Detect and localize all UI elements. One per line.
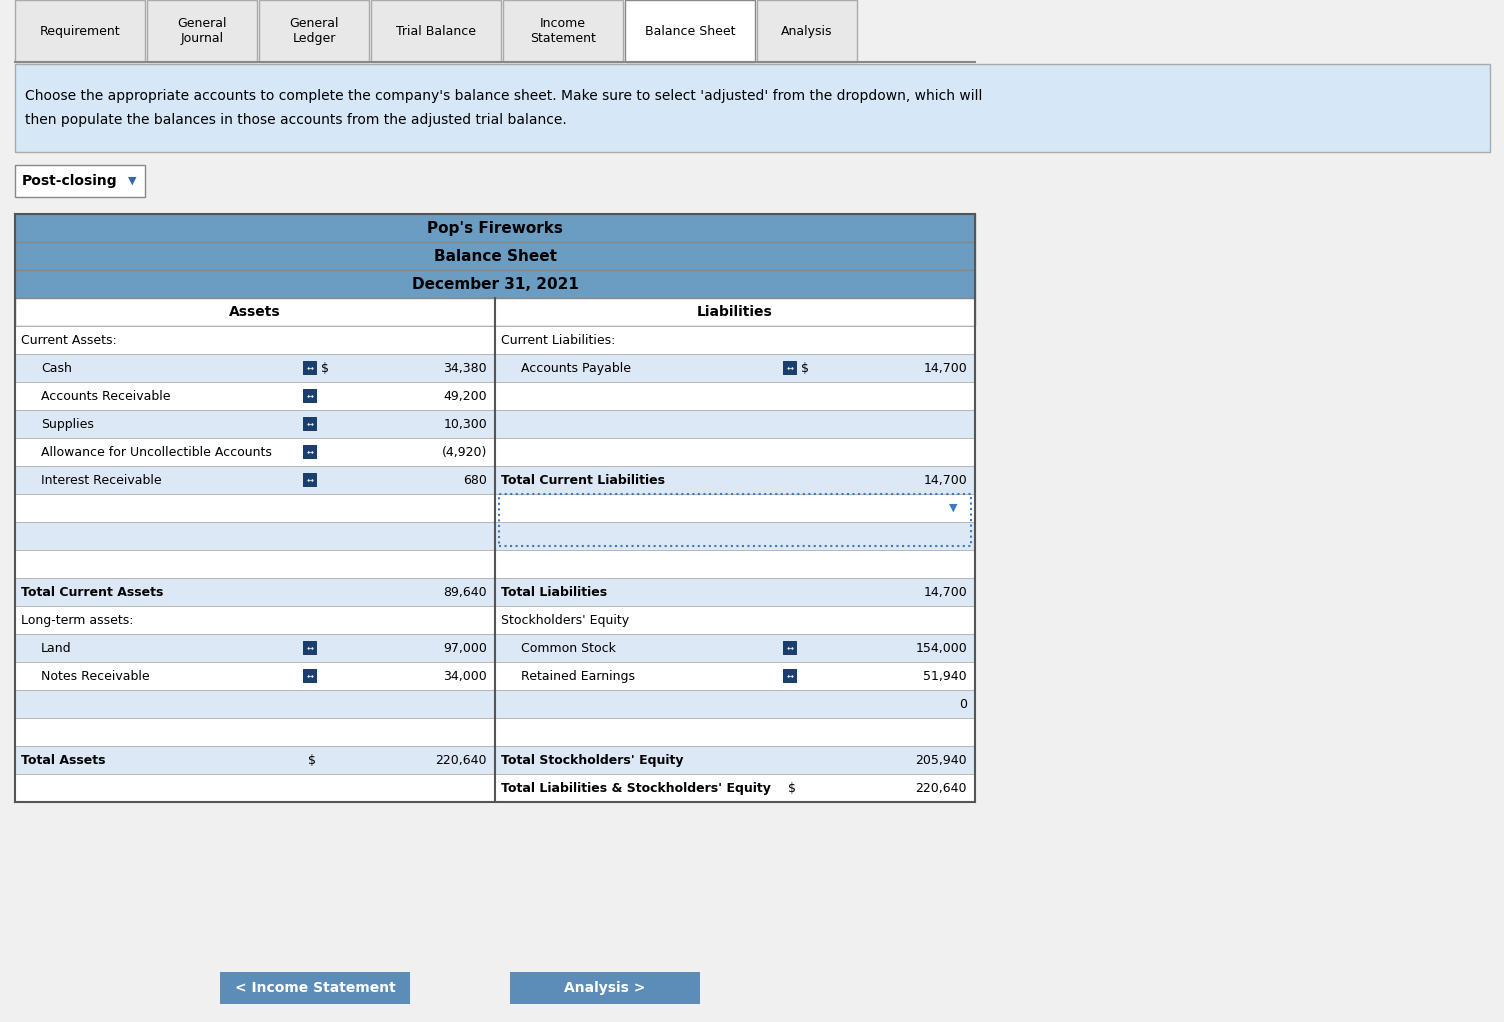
FancyBboxPatch shape <box>371 0 501 62</box>
FancyBboxPatch shape <box>495 578 975 606</box>
Text: 14,700: 14,700 <box>923 473 967 486</box>
Text: Stockholders' Equity: Stockholders' Equity <box>501 613 629 626</box>
FancyBboxPatch shape <box>15 466 495 494</box>
Text: Long-term assets:: Long-term assets: <box>21 613 134 626</box>
Text: Post-closing: Post-closing <box>23 174 117 188</box>
FancyBboxPatch shape <box>15 354 495 382</box>
FancyBboxPatch shape <box>302 361 317 375</box>
Text: Interest Receivable: Interest Receivable <box>41 473 161 486</box>
Text: 14,700: 14,700 <box>923 362 967 374</box>
Text: 680: 680 <box>463 473 487 486</box>
FancyBboxPatch shape <box>15 606 495 634</box>
Text: 220,640: 220,640 <box>436 753 487 766</box>
Text: Analysis >: Analysis > <box>564 981 645 995</box>
Text: ↔: ↔ <box>307 364 313 372</box>
FancyBboxPatch shape <box>757 0 857 62</box>
FancyBboxPatch shape <box>626 0 755 62</box>
Text: ↔: ↔ <box>307 391 313 401</box>
FancyBboxPatch shape <box>302 417 317 431</box>
Text: ↔: ↔ <box>307 419 313 428</box>
Text: Allowance for Uncollectible Accounts: Allowance for Uncollectible Accounts <box>41 446 272 459</box>
Text: 14,700: 14,700 <box>923 586 967 599</box>
Text: Analysis: Analysis <box>781 25 833 38</box>
FancyBboxPatch shape <box>15 0 144 62</box>
FancyBboxPatch shape <box>15 214 975 242</box>
FancyBboxPatch shape <box>302 669 317 683</box>
Text: Current Liabilities:: Current Liabilities: <box>501 333 615 346</box>
FancyBboxPatch shape <box>15 64 1490 152</box>
FancyBboxPatch shape <box>15 494 495 522</box>
Text: $: $ <box>320 362 329 374</box>
Text: Land: Land <box>41 642 72 654</box>
Text: Accounts Receivable: Accounts Receivable <box>41 389 170 403</box>
FancyBboxPatch shape <box>15 578 495 606</box>
Text: ↔: ↔ <box>307 448 313 457</box>
Text: 220,640: 220,640 <box>916 782 967 794</box>
Text: ↔: ↔ <box>307 475 313 484</box>
FancyBboxPatch shape <box>510 972 699 1004</box>
Text: ↔: ↔ <box>787 364 794 372</box>
Text: Retained Earnings: Retained Earnings <box>520 669 635 683</box>
FancyBboxPatch shape <box>15 550 495 578</box>
Text: Current Assets:: Current Assets: <box>21 333 117 346</box>
FancyBboxPatch shape <box>495 690 975 718</box>
Text: 97,000: 97,000 <box>444 642 487 654</box>
Text: Total Stockholders' Equity: Total Stockholders' Equity <box>501 753 683 766</box>
Text: Total Assets: Total Assets <box>21 753 105 766</box>
FancyBboxPatch shape <box>15 326 495 354</box>
Text: $: $ <box>788 782 796 794</box>
Text: 0: 0 <box>960 697 967 710</box>
FancyBboxPatch shape <box>495 382 975 410</box>
Text: Total Liabilities: Total Liabilities <box>501 586 608 599</box>
Text: 10,300: 10,300 <box>444 418 487 430</box>
FancyBboxPatch shape <box>15 690 495 718</box>
FancyBboxPatch shape <box>302 473 317 487</box>
Text: (4,920): (4,920) <box>442 446 487 459</box>
Text: ↔: ↔ <box>307 671 313 681</box>
Text: Liabilities: Liabilities <box>698 305 773 319</box>
Text: $: $ <box>308 753 316 766</box>
Text: 89,640: 89,640 <box>444 586 487 599</box>
Text: 51,940: 51,940 <box>923 669 967 683</box>
FancyBboxPatch shape <box>495 550 975 578</box>
FancyBboxPatch shape <box>495 354 975 382</box>
FancyBboxPatch shape <box>15 634 495 662</box>
Text: Total Current Assets: Total Current Assets <box>21 586 164 599</box>
Text: Balance Sheet: Balance Sheet <box>645 25 735 38</box>
Text: 49,200: 49,200 <box>444 389 487 403</box>
Text: ▼: ▼ <box>949 503 957 513</box>
Text: Pop's Fireworks: Pop's Fireworks <box>427 221 562 235</box>
FancyBboxPatch shape <box>495 494 975 522</box>
FancyBboxPatch shape <box>15 410 495 438</box>
FancyBboxPatch shape <box>495 326 975 354</box>
FancyBboxPatch shape <box>495 718 975 746</box>
FancyBboxPatch shape <box>302 641 317 655</box>
Text: 34,380: 34,380 <box>444 362 487 374</box>
Text: ↔: ↔ <box>307 644 313 652</box>
FancyBboxPatch shape <box>15 270 975 298</box>
FancyBboxPatch shape <box>495 522 975 550</box>
Text: 154,000: 154,000 <box>916 642 967 654</box>
Text: then populate the balances in those accounts from the adjusted trial balance.: then populate the balances in those acco… <box>26 113 567 127</box>
FancyBboxPatch shape <box>784 669 797 683</box>
Text: Common Stock: Common Stock <box>520 642 615 654</box>
FancyBboxPatch shape <box>15 382 495 410</box>
FancyBboxPatch shape <box>502 0 623 62</box>
Text: General
Journal: General Journal <box>177 17 227 45</box>
FancyBboxPatch shape <box>495 466 975 494</box>
Text: Balance Sheet: Balance Sheet <box>433 248 556 264</box>
FancyBboxPatch shape <box>302 445 317 459</box>
Text: < Income Statement: < Income Statement <box>235 981 396 995</box>
FancyBboxPatch shape <box>784 641 797 655</box>
FancyBboxPatch shape <box>15 718 495 746</box>
FancyBboxPatch shape <box>15 242 975 270</box>
Text: Total Current Liabilities: Total Current Liabilities <box>501 473 665 486</box>
FancyBboxPatch shape <box>15 746 495 774</box>
FancyBboxPatch shape <box>220 972 411 1004</box>
FancyBboxPatch shape <box>495 774 975 802</box>
FancyBboxPatch shape <box>302 389 317 403</box>
FancyBboxPatch shape <box>147 0 257 62</box>
Text: Supplies: Supplies <box>41 418 93 430</box>
FancyBboxPatch shape <box>495 634 975 662</box>
